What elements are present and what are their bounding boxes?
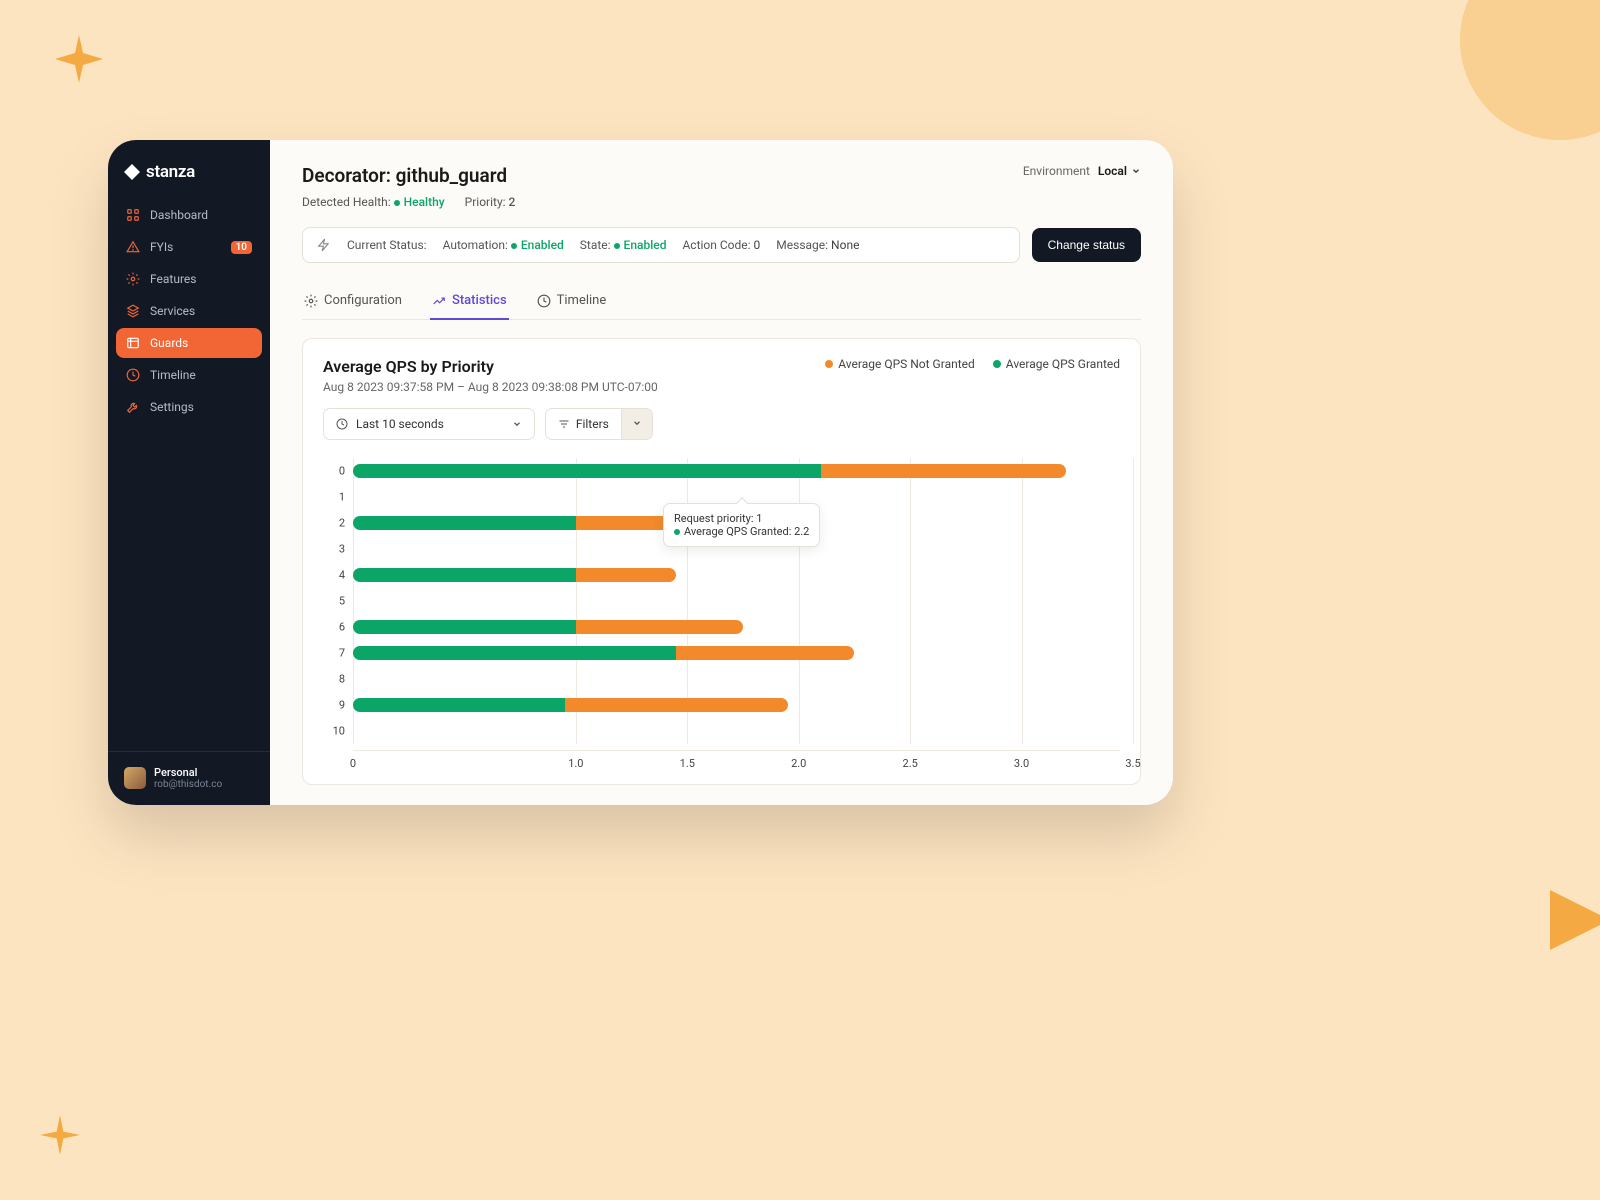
trend-icon	[432, 294, 446, 308]
x-label: 2.5	[903, 757, 918, 770]
filter-icon	[558, 418, 570, 430]
y-label: 7	[323, 647, 345, 660]
nav-label: Settings	[150, 400, 194, 414]
page-header: Decorator: github_guard Detected Health:…	[302, 164, 1141, 209]
legend-item: Average QPS Granted	[993, 357, 1120, 371]
y-label: 8	[323, 673, 345, 686]
nav-label: Features	[150, 272, 196, 286]
x-label: 0	[350, 757, 356, 770]
main-content: Decorator: github_guard Detected Health:…	[270, 140, 1173, 805]
alert-icon	[126, 240, 140, 254]
sidebar-item-fyis[interactable]: FYIs 10	[116, 232, 262, 262]
chevron-down-icon	[632, 418, 642, 428]
chevron-down-icon	[512, 419, 522, 429]
nav-label: Timeline	[150, 368, 196, 382]
avatar	[124, 767, 146, 789]
shield-icon	[126, 336, 140, 350]
chart-card: Average QPS by Priority Aug 8 2023 09:37…	[302, 338, 1141, 785]
user-name: Personal	[154, 766, 222, 779]
environment-selector[interactable]: Environment Local	[1023, 164, 1141, 178]
tab-timeline[interactable]: Timeline	[535, 283, 609, 320]
sidebar-nav: Dashboard FYIs 10 Features Services Guards Tim…	[108, 200, 270, 424]
logo-icon	[124, 164, 140, 180]
x-label: 1.0	[568, 757, 583, 770]
logo-text: stanza	[146, 162, 195, 182]
y-label: 10	[323, 725, 345, 738]
sidebar-item-settings[interactable]: Settings	[116, 392, 262, 422]
wrench-icon	[126, 400, 140, 414]
y-label: 2	[323, 517, 345, 530]
sidebar: stanza Dashboard FYIs 10 Features Services Gu…	[108, 140, 270, 805]
clock-icon	[336, 418, 348, 430]
x-label: 1.5	[680, 757, 695, 770]
sidebar-item-guards[interactable]: Guards	[116, 328, 262, 358]
app-window: stanza DashboardFYIs10FeaturesServicesGu…	[108, 140, 1173, 805]
bar-row[interactable]	[353, 464, 1066, 478]
y-label: 4	[323, 569, 345, 582]
layers-icon	[126, 304, 140, 318]
bar-row[interactable]	[353, 620, 743, 634]
health-meta: Detected Health: Healthy	[302, 195, 445, 209]
nav-label: Dashboard	[150, 208, 208, 222]
y-label: 5	[323, 595, 345, 608]
env-label: Environment	[1023, 164, 1090, 178]
logo[interactable]: stanza	[108, 140, 270, 200]
nav-label: Guards	[150, 336, 188, 350]
x-label: 2.0	[791, 757, 806, 770]
status-box: Current Status: Automation: Enabled Stat…	[302, 227, 1020, 263]
x-label: 3.0	[1014, 757, 1029, 770]
clock-icon	[126, 368, 140, 382]
priority-meta: Priority: 2	[465, 195, 516, 209]
page-title: Decorator: github_guard	[302, 164, 515, 187]
nav-label: Services	[150, 304, 195, 318]
change-status-button[interactable]: Change status	[1032, 228, 1141, 262]
tabs: Configuration Statistics Timeline	[302, 283, 1141, 320]
chart-plot[interactable]: 01234567891001.01.52.02.53.03.5Request p…	[323, 458, 1120, 772]
chart-title: Average QPS by Priority	[323, 357, 658, 376]
user-footer[interactable]: Personal rob@thisdot.co	[108, 751, 270, 805]
y-label: 3	[323, 543, 345, 556]
sidebar-item-services[interactable]: Services	[116, 296, 262, 326]
bar-row[interactable]	[353, 646, 854, 660]
y-label: 6	[323, 621, 345, 634]
gear-icon	[304, 294, 318, 308]
chart-legend: Average QPS Not Granted Average QPS Grant…	[825, 357, 1120, 371]
y-label: 9	[323, 699, 345, 712]
chart-subtitle: Aug 8 2023 09:37:58 PM – Aug 8 2023 09:3…	[323, 380, 658, 394]
time-range-selector[interactable]: Last 10 seconds	[323, 408, 535, 440]
y-label: 0	[323, 465, 345, 478]
sidebar-item-features[interactable]: Features	[116, 264, 262, 294]
clock-icon	[537, 294, 551, 308]
y-label: 1	[323, 491, 345, 504]
user-email: rob@thisdot.co	[154, 779, 222, 791]
bolt-icon	[317, 238, 331, 252]
gear-icon	[126, 272, 140, 286]
filters-caret[interactable]	[621, 409, 652, 439]
bar-row[interactable]	[353, 698, 788, 712]
sidebar-item-dashboard[interactable]: Dashboard	[116, 200, 262, 230]
bar-row[interactable]	[353, 568, 676, 582]
grid-icon	[126, 208, 140, 222]
legend-item: Average QPS Not Granted	[825, 357, 975, 371]
filters-button[interactable]: Filters	[545, 408, 653, 440]
chart-tooltip: Request priority: 1Average QPS Granted: …	[663, 503, 820, 547]
badge: 10	[231, 241, 252, 254]
tab-configuration[interactable]: Configuration	[302, 283, 404, 320]
chevron-down-icon	[1131, 166, 1141, 176]
tab-statistics[interactable]: Statistics	[430, 283, 509, 320]
x-label: 3.5	[1125, 757, 1140, 770]
nav-label: FYIs	[150, 240, 173, 254]
sidebar-item-timeline[interactable]: Timeline	[116, 360, 262, 390]
